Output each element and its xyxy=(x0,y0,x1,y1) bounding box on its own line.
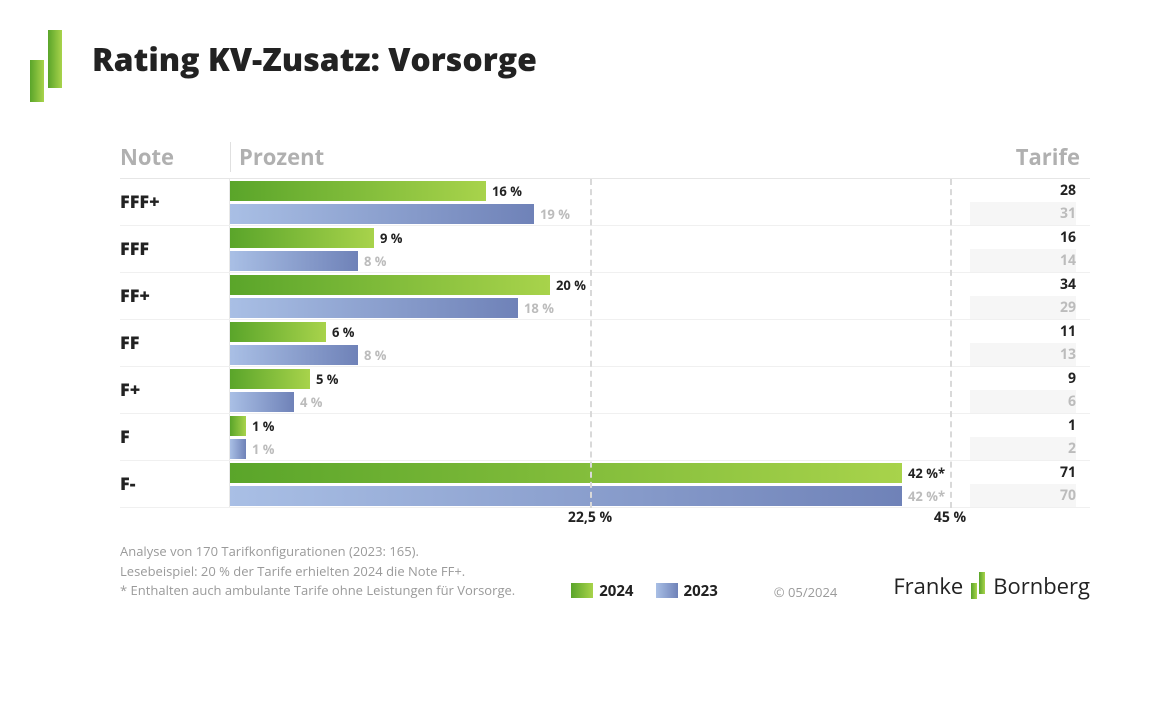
tarife-2023: 14 xyxy=(970,249,1076,272)
brand-name: Bornberg xyxy=(993,571,1090,601)
note-label: FFF xyxy=(120,226,230,272)
tarife-cell: 3429 xyxy=(970,273,1090,319)
copyright: © 05/2024 xyxy=(774,583,838,601)
bars-cell: 6 % 8 % xyxy=(230,320,970,366)
note-label: F+ xyxy=(120,367,230,413)
tarife-2024: 1 xyxy=(970,414,1076,437)
page-title: Rating KV-Zusatz: Vorsorge xyxy=(92,38,537,81)
tarife-cell: 12 xyxy=(970,414,1090,460)
bar-2023 xyxy=(230,439,246,459)
col-header-note: Note xyxy=(120,142,230,172)
note-label: F- xyxy=(120,461,230,507)
bars-cell: 9 %8 % xyxy=(230,226,970,272)
footnote-line: * Enthalten auch ambulante Tarife ohne L… xyxy=(120,581,515,601)
tarife-2023: 70 xyxy=(970,484,1076,507)
bar-2024 xyxy=(230,463,902,483)
bar-label-2024: 1 % xyxy=(252,417,275,435)
tarife-2024: 71 xyxy=(970,461,1076,484)
bar-2024 xyxy=(230,416,246,436)
bar-label-2023: 19 % xyxy=(540,205,570,223)
chart: Note Prozent Tarife FFF+16 %19 %2831FFF9… xyxy=(120,142,1090,532)
bar-2024 xyxy=(230,322,326,342)
tarife-2024: 11 xyxy=(970,320,1076,343)
note-label: FF xyxy=(120,320,230,366)
chart-row: F1 %1 %12 xyxy=(120,414,1090,461)
bar-2023 xyxy=(230,345,358,365)
bar-label-2024: 9 % xyxy=(380,229,403,247)
tarife-2023: 2 xyxy=(970,437,1076,460)
bar-2023 xyxy=(230,204,534,224)
logo-icon xyxy=(30,20,62,102)
note-label: FF+ xyxy=(120,273,230,319)
tarife-2024: 16 xyxy=(970,226,1076,249)
bar-label-2023: 4 % xyxy=(300,393,323,411)
brand-logo: Franke Bornberg xyxy=(893,571,1090,601)
bar-label-2024: 5 % xyxy=(316,370,339,388)
chart-row: F+5 %4 %96 xyxy=(120,367,1090,414)
swatch-2024-icon xyxy=(571,583,593,598)
chart-row: FFF9 %8 %1614 xyxy=(120,226,1090,273)
tarife-cell: 1113 xyxy=(970,320,1090,366)
bar-label-2024: 20 % xyxy=(556,276,586,294)
tarife-2023: 31 xyxy=(970,202,1076,225)
legend-label: 2024 xyxy=(599,581,633,601)
bars-cell: 5 %4 % xyxy=(230,367,970,413)
bar-label-2024: 16 % xyxy=(492,182,522,200)
brand-mark-icon xyxy=(971,572,985,599)
axis-tick-label: 22,5 % xyxy=(568,508,612,527)
bar-label-2023: 8 % xyxy=(364,346,387,364)
bar-label-2023: 18 % xyxy=(524,299,554,317)
bars-cell: 16 % 19 % xyxy=(230,179,970,225)
col-header-prozent: Prozent xyxy=(230,142,970,172)
tarife-2023: 29 xyxy=(970,296,1076,319)
footer: Analyse von 170 Tarifkonfigurationen (20… xyxy=(120,542,1090,601)
tarife-2023: 6 xyxy=(970,390,1076,413)
bar-2023 xyxy=(230,298,518,318)
bar-2024 xyxy=(230,181,486,201)
tarife-cell: 1614 xyxy=(970,226,1090,272)
axis-tick-label: 45 % xyxy=(934,508,966,527)
tarife-cell: 7170 xyxy=(970,461,1090,507)
legend: 2024 2023 xyxy=(571,581,718,601)
bar-label-2024: 42 %* xyxy=(908,464,945,482)
footnote-line: Analyse von 170 Tarifkonfigurationen (20… xyxy=(120,542,515,562)
tarife-cell: 2831 xyxy=(970,179,1090,225)
chart-row: FFF+ 16 % 19 % 2831 xyxy=(120,179,1090,226)
tarife-2024: 9 xyxy=(970,367,1076,390)
bar-2023 xyxy=(230,251,358,271)
header: Rating KV-Zusatz: Vorsorge xyxy=(30,20,1096,102)
col-header-tarife: Tarife xyxy=(970,142,1090,172)
note-label: FFF+ xyxy=(120,179,230,225)
bar-2024 xyxy=(230,275,550,295)
footnote-line: Lesebeispiel: 20 % der Tarife erhielten … xyxy=(120,562,515,582)
column-headers: Note Prozent Tarife xyxy=(120,142,1090,179)
legend-item-2024: 2024 xyxy=(571,581,633,601)
legend-item-2023: 2023 xyxy=(656,581,718,601)
swatch-2023-icon xyxy=(656,583,678,598)
tarife-2024: 34 xyxy=(970,273,1076,296)
bars-cell: 42 %* 42 %* xyxy=(230,461,970,507)
chart-row: F- 42 %* 42 %* 7170 xyxy=(120,461,1090,508)
bars-cell: 1 %1 % xyxy=(230,414,970,460)
bar-label-2023: 8 % xyxy=(364,252,387,270)
chart-row: FF 6 % 8 % 1113 xyxy=(120,320,1090,367)
plot-area: FFF+16 %19 %2831FFF9 %8 %1614FF+20 %18 %… xyxy=(120,179,1090,508)
tarife-2023: 13 xyxy=(970,343,1076,366)
footnotes: Analyse von 170 Tarifkonfigurationen (20… xyxy=(120,542,515,601)
bar-2023 xyxy=(230,392,294,412)
bar-label-2023: 1 % xyxy=(252,440,275,458)
tarife-2024: 28 xyxy=(970,179,1076,202)
bar-2023 xyxy=(230,486,902,506)
brand-name: Franke xyxy=(893,571,963,601)
chart-row: FF+20 %18 %3429 xyxy=(120,273,1090,320)
legend-label: 2023 xyxy=(684,581,718,601)
bar-2024 xyxy=(230,228,374,248)
x-axis-labels: 22,5 % 45 % xyxy=(230,508,1090,532)
bar-label-2023: 42 %* xyxy=(908,487,945,505)
bar-2024 xyxy=(230,369,310,389)
bar-label-2024: 6 % xyxy=(332,323,355,341)
note-label: F xyxy=(120,414,230,460)
tarife-cell: 96 xyxy=(970,367,1090,413)
bars-cell: 20 %18 % xyxy=(230,273,970,319)
